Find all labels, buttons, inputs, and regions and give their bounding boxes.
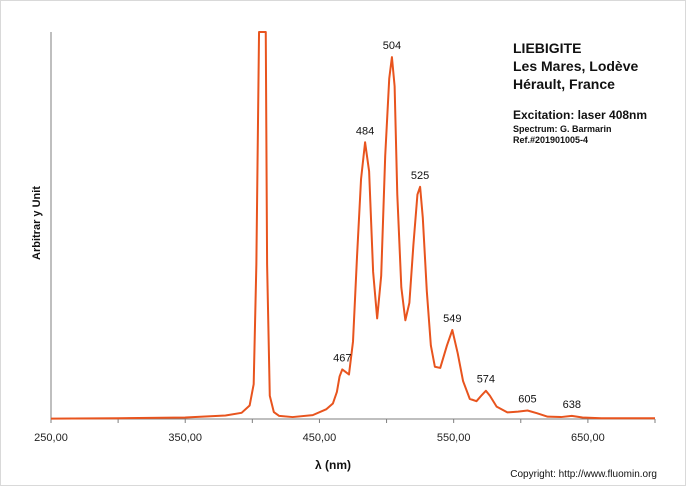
- series-line: [50, 31, 655, 420]
- axes: [50, 32, 655, 420]
- peak-label: 467: [333, 352, 351, 364]
- x-tick-label: 350,00: [168, 432, 202, 444]
- peak-label: 549: [443, 313, 461, 325]
- peak-label: 574: [477, 374, 495, 386]
- x-tick-label: 450,00: [303, 432, 337, 444]
- reference-text: Ref.#201901005-4: [513, 135, 588, 145]
- x-axis-title: λ (nm): [315, 458, 351, 472]
- copyright-text: Copyright: http://www.fluomin.org: [510, 469, 657, 480]
- x-ticks: 250,00 350,00 450,00 550,00 650,00: [34, 419, 656, 444]
- title-line-1: LIEBIGITE: [513, 40, 581, 56]
- spectrum-credit: Spectrum: G. Barmarin: [513, 124, 612, 134]
- peak-label: 484: [356, 125, 374, 137]
- excitation-text: Excitation: laser 408nm: [513, 108, 647, 122]
- peak-label: 525: [411, 170, 429, 182]
- x-tick-label: 550,00: [437, 432, 471, 444]
- x-tick-label: 250,00: [34, 432, 68, 444]
- peak-label: 638: [563, 399, 581, 411]
- title-line-3: Hérault, France: [513, 76, 615, 92]
- peak-label: 605: [518, 393, 536, 405]
- x-tick-label: 650,00: [571, 432, 605, 444]
- title-line-2: Les Mares, Lodève: [513, 58, 638, 74]
- y-axis-title: Arbitrar y Unit: [31, 186, 43, 260]
- series-group: [50, 31, 655, 420]
- peak-label: 504: [383, 40, 401, 52]
- peak-labels: 467 484 504 525 549 574 605 638: [333, 40, 581, 411]
